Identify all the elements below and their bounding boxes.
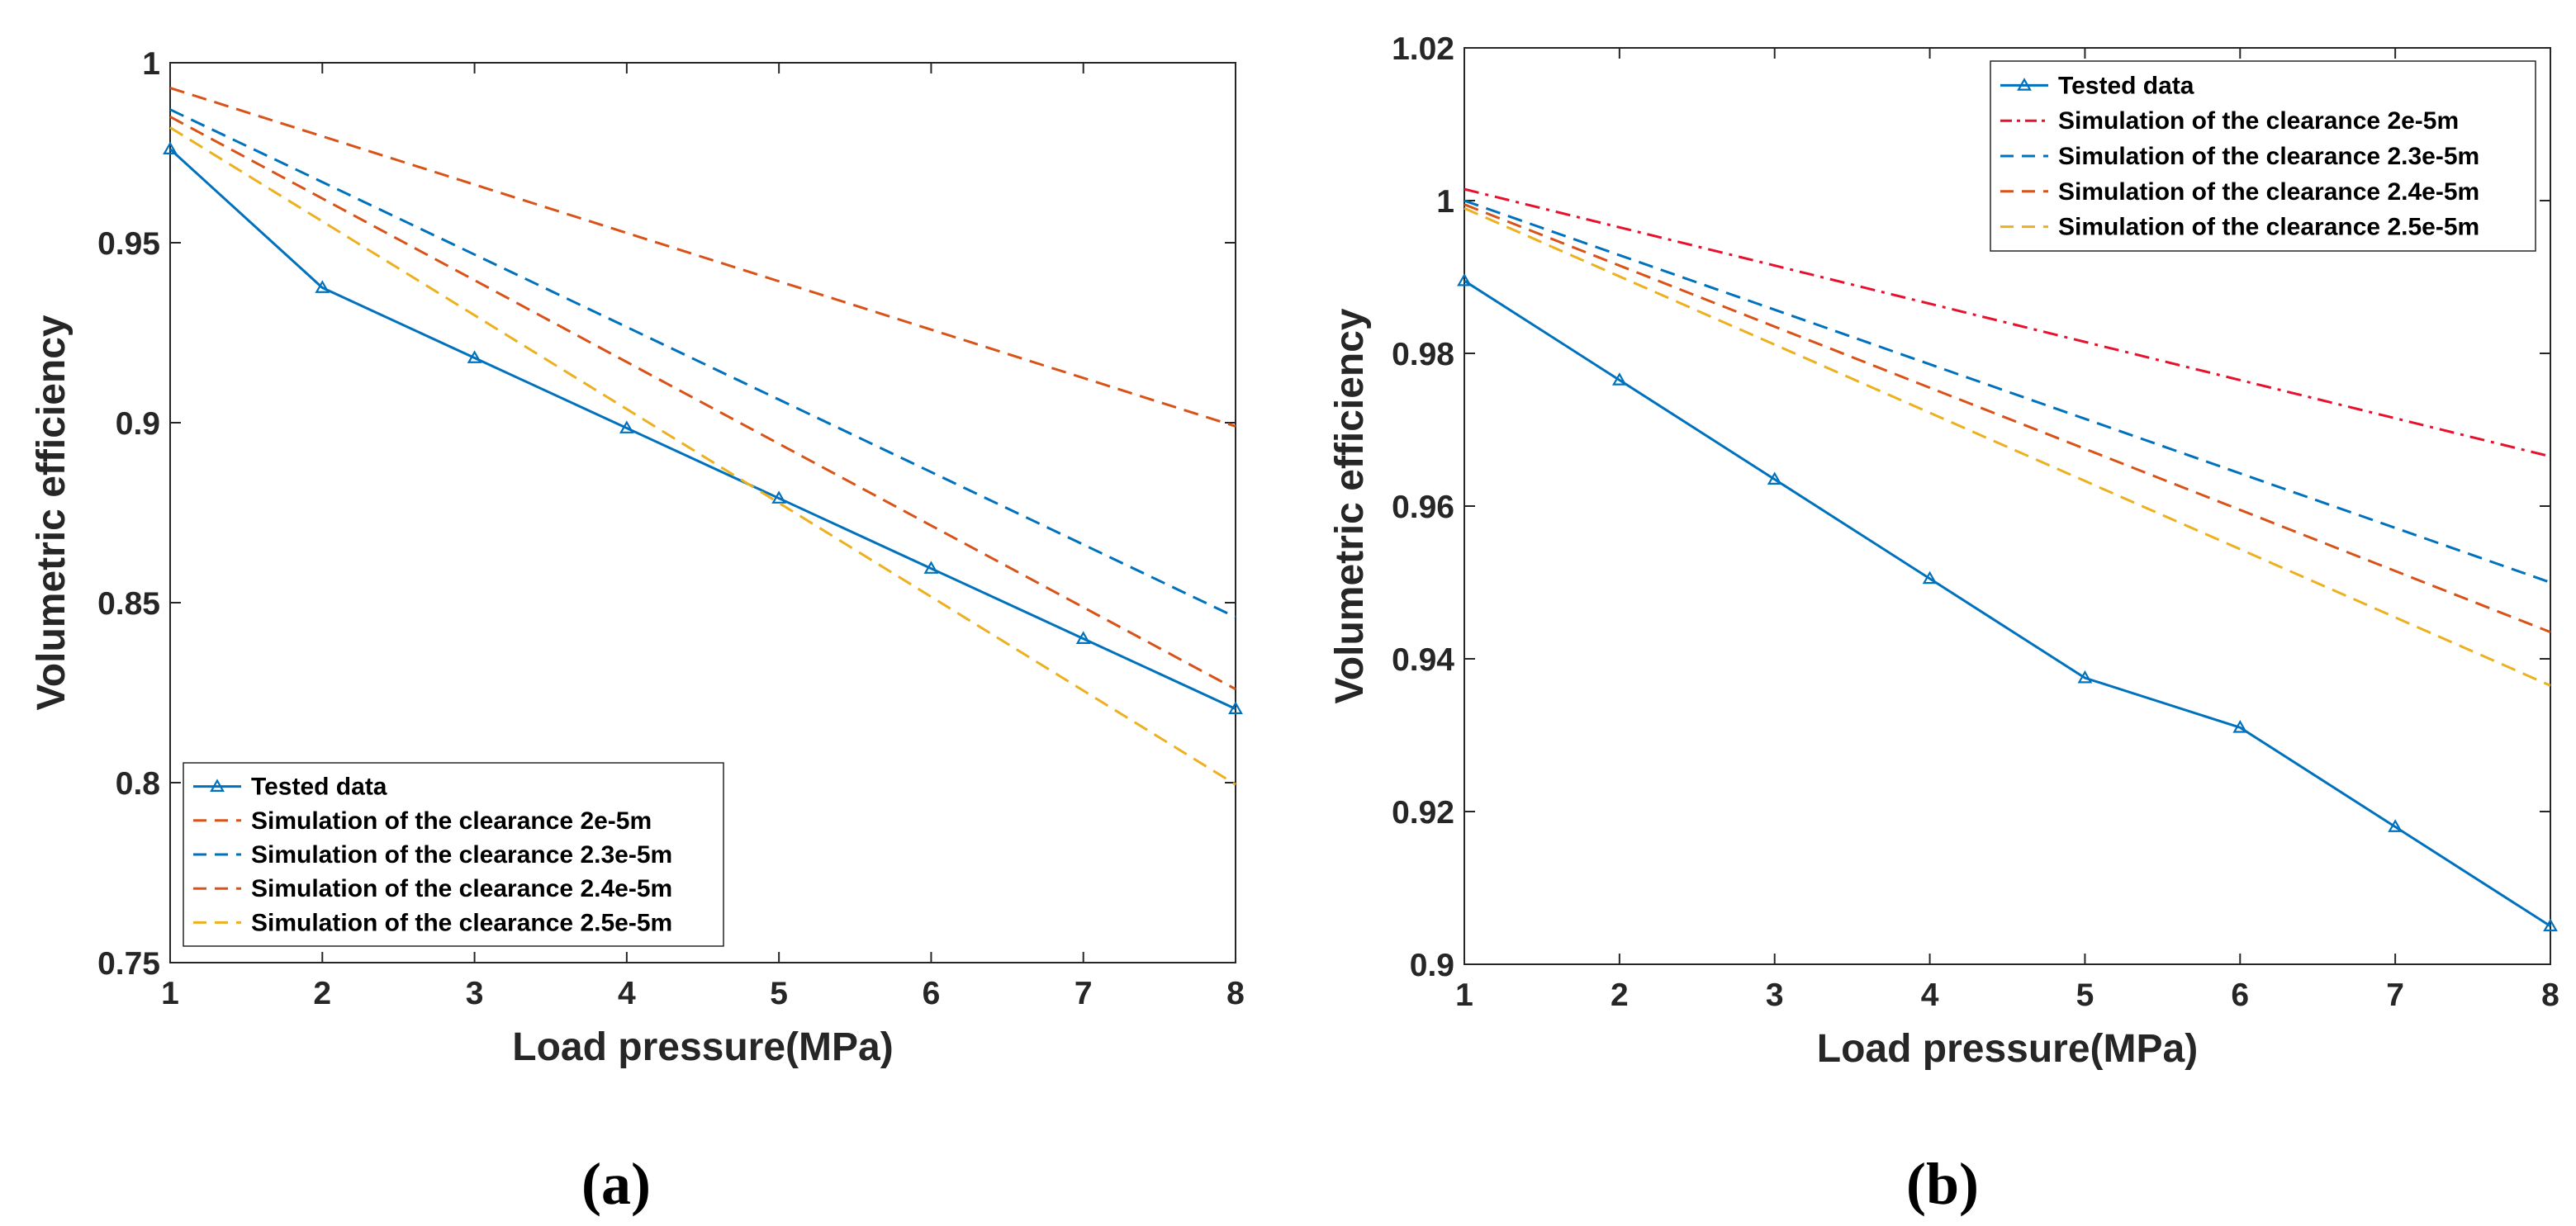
x-tick-label: 6	[2231, 977, 2249, 1013]
y-tick-label: 0.92	[1392, 795, 1454, 831]
series-line-simulation-of-the-clearance-2-5e-5m	[169, 126, 1236, 786]
legend-label: Simulation of the clearance 2e-5m	[2058, 107, 2459, 135]
y-tick-label: 0.75	[97, 946, 160, 982]
legend-label: Simulation of the clearance 2.3e-5m	[2058, 143, 2479, 170]
y-tick-label: 0.9	[116, 406, 160, 442]
legend-label: Simulation of the clearance 2.5e-5m	[2058, 214, 2479, 241]
y-tick-label: 0.85	[97, 586, 160, 622]
x-tick-label: 7	[2386, 977, 2404, 1013]
y-tick-label: 0.94	[1392, 642, 1454, 678]
chart-panel-b: 1 2 3 4 5 6 7 8 0.9 0.92 0.94 0.96 0.98 1 1.02 Load pre…	[1328, 31, 2559, 1217]
x-tick-label: 8	[2541, 977, 2559, 1013]
x-tick-label: 1	[161, 976, 179, 1011]
panel-label: (a)	[581, 1151, 651, 1217]
x-tick-label: 6	[923, 976, 941, 1011]
data-point	[1922, 570, 1938, 585]
series-line-simulation-of-the-clearance-2-3e-5m	[1464, 199, 2551, 584]
legend-box	[183, 762, 724, 947]
data-point	[1457, 272, 1472, 286]
panel-label: (b)	[1906, 1151, 1979, 1217]
legend-label: Simulation of the clearance 2.4e-5m	[2058, 178, 2479, 206]
series-line-simulation-of-the-clearance-2-5e-5m	[1464, 206, 2551, 687]
data-point	[467, 350, 482, 363]
data-point	[315, 280, 330, 293]
data-point	[163, 141, 178, 154]
data-point	[771, 490, 787, 504]
legend-marker	[210, 779, 225, 792]
data-point	[619, 420, 634, 433]
x-axis-label: Load pressure(MPa)	[512, 1025, 893, 1069]
chart-panel-a: 1 2 3 4 5 6 7 8 0.75 0.8 0.85 0.9 0.95 1 Load pressure…	[30, 46, 1245, 1217]
x-axis-label: Load pressure(MPa)	[1817, 1027, 2198, 1071]
series-line-tested-data	[168, 148, 1236, 710]
legend-label: Tested data	[251, 774, 387, 801]
legend-label: Simulation of the clearance 2.3e-5m	[251, 841, 672, 869]
y-tick-label: 0.8	[116, 766, 160, 802]
y-tick-label: 1	[1436, 184, 1454, 220]
series-line-simulation-of-the-clearance-2-4e-5m	[169, 116, 1236, 690]
data-point	[1075, 631, 1091, 644]
legend-label: Tested data	[2058, 72, 2194, 99]
x-tick-label: 4	[618, 976, 636, 1011]
y-axis-label: Volumetric efficiency	[30, 315, 74, 711]
y-tick-label: 0.96	[1392, 490, 1454, 525]
x-tick-label: 4	[1921, 977, 1939, 1013]
x-tick-label: 5	[2076, 977, 2094, 1013]
x-tick-label: 2	[313, 976, 331, 1011]
y-tick-label: 0.9	[1410, 948, 1454, 983]
x-tick-label: 3	[1766, 977, 1784, 1013]
y-tick-label: 1.02	[1392, 31, 1454, 67]
y-tick-label: 1	[142, 46, 160, 82]
data-point	[2232, 720, 2248, 733]
x-tick-label: 1	[1455, 977, 1473, 1013]
y-tick-label: 0.98	[1392, 337, 1454, 372]
data-point	[2388, 819, 2403, 832]
series-line-simulation-of-the-clearance-2e-5m	[169, 87, 1236, 428]
legend-label: Simulation of the clearance 2.4e-5m	[251, 875, 672, 902]
legend-marker	[2017, 78, 2032, 91]
x-tick-label: 3	[466, 976, 484, 1011]
series-line-simulation-of-the-clearance-2e-5m	[1464, 187, 2551, 458]
data-point	[2543, 918, 2558, 932]
data-point	[923, 561, 939, 574]
y-tick-label: 0.95	[97, 226, 160, 262]
legend-label: Simulation of the clearance 2e-5m	[251, 807, 652, 835]
data-point	[1767, 471, 1782, 485]
series-line-simulation-of-the-clearance-2-4e-5m	[1464, 203, 2551, 634]
x-tick-label: 8	[1226, 976, 1245, 1011]
legend-label: Simulation of the clearance 2.5e-5m	[251, 909, 672, 936]
series-line-tested-data	[1464, 279, 2551, 928]
series-line-simulation-of-the-clearance-2-3e-5m	[169, 108, 1236, 618]
data-point	[1611, 372, 1627, 386]
data-point	[1228, 701, 1243, 714]
data-point	[2077, 670, 2093, 684]
x-tick-label: 7	[1075, 976, 1093, 1011]
y-axis-label: Volumetric efficiency	[1328, 308, 1372, 704]
x-tick-label: 5	[770, 976, 788, 1011]
x-tick-label: 2	[1611, 977, 1629, 1013]
legend-box	[1990, 60, 2536, 252]
